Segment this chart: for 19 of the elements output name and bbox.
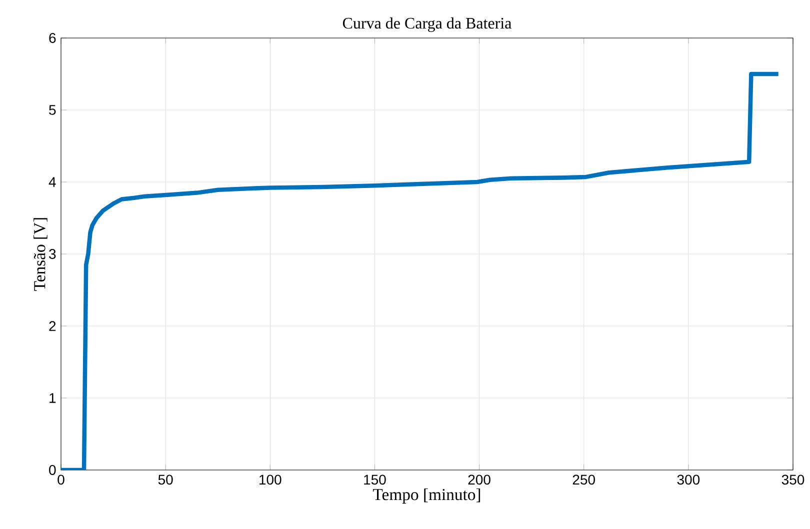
chart-title: Curva de Carga da Bateria: [342, 17, 512, 32]
x-tick-label: 300: [677, 474, 700, 485]
x-axis-title: Tempo [minuto]: [373, 488, 480, 504]
x-tick-label: 250: [572, 474, 595, 485]
y-tick-label: 6: [49, 33, 56, 43]
y-tick-label: 5: [49, 105, 56, 115]
y-tick-label: 0: [49, 465, 56, 475]
line-series: [61, 72, 780, 470]
x-tick-label: 100: [260, 474, 282, 485]
y-axis-title: Tensão [V]: [34, 218, 48, 291]
x-tick-label: 50: [158, 474, 173, 485]
y-tick-label: 4: [48, 177, 56, 187]
x-tick-label: 150: [364, 474, 386, 485]
x-tick-label: 200: [468, 474, 490, 485]
y-tick-label: 2: [49, 321, 56, 331]
y-tick-label: 1: [50, 393, 56, 403]
y-tick-label: 3: [49, 249, 56, 259]
x-tick-label: 0: [58, 474, 64, 485]
x-tick-label: 350: [782, 474, 804, 485]
